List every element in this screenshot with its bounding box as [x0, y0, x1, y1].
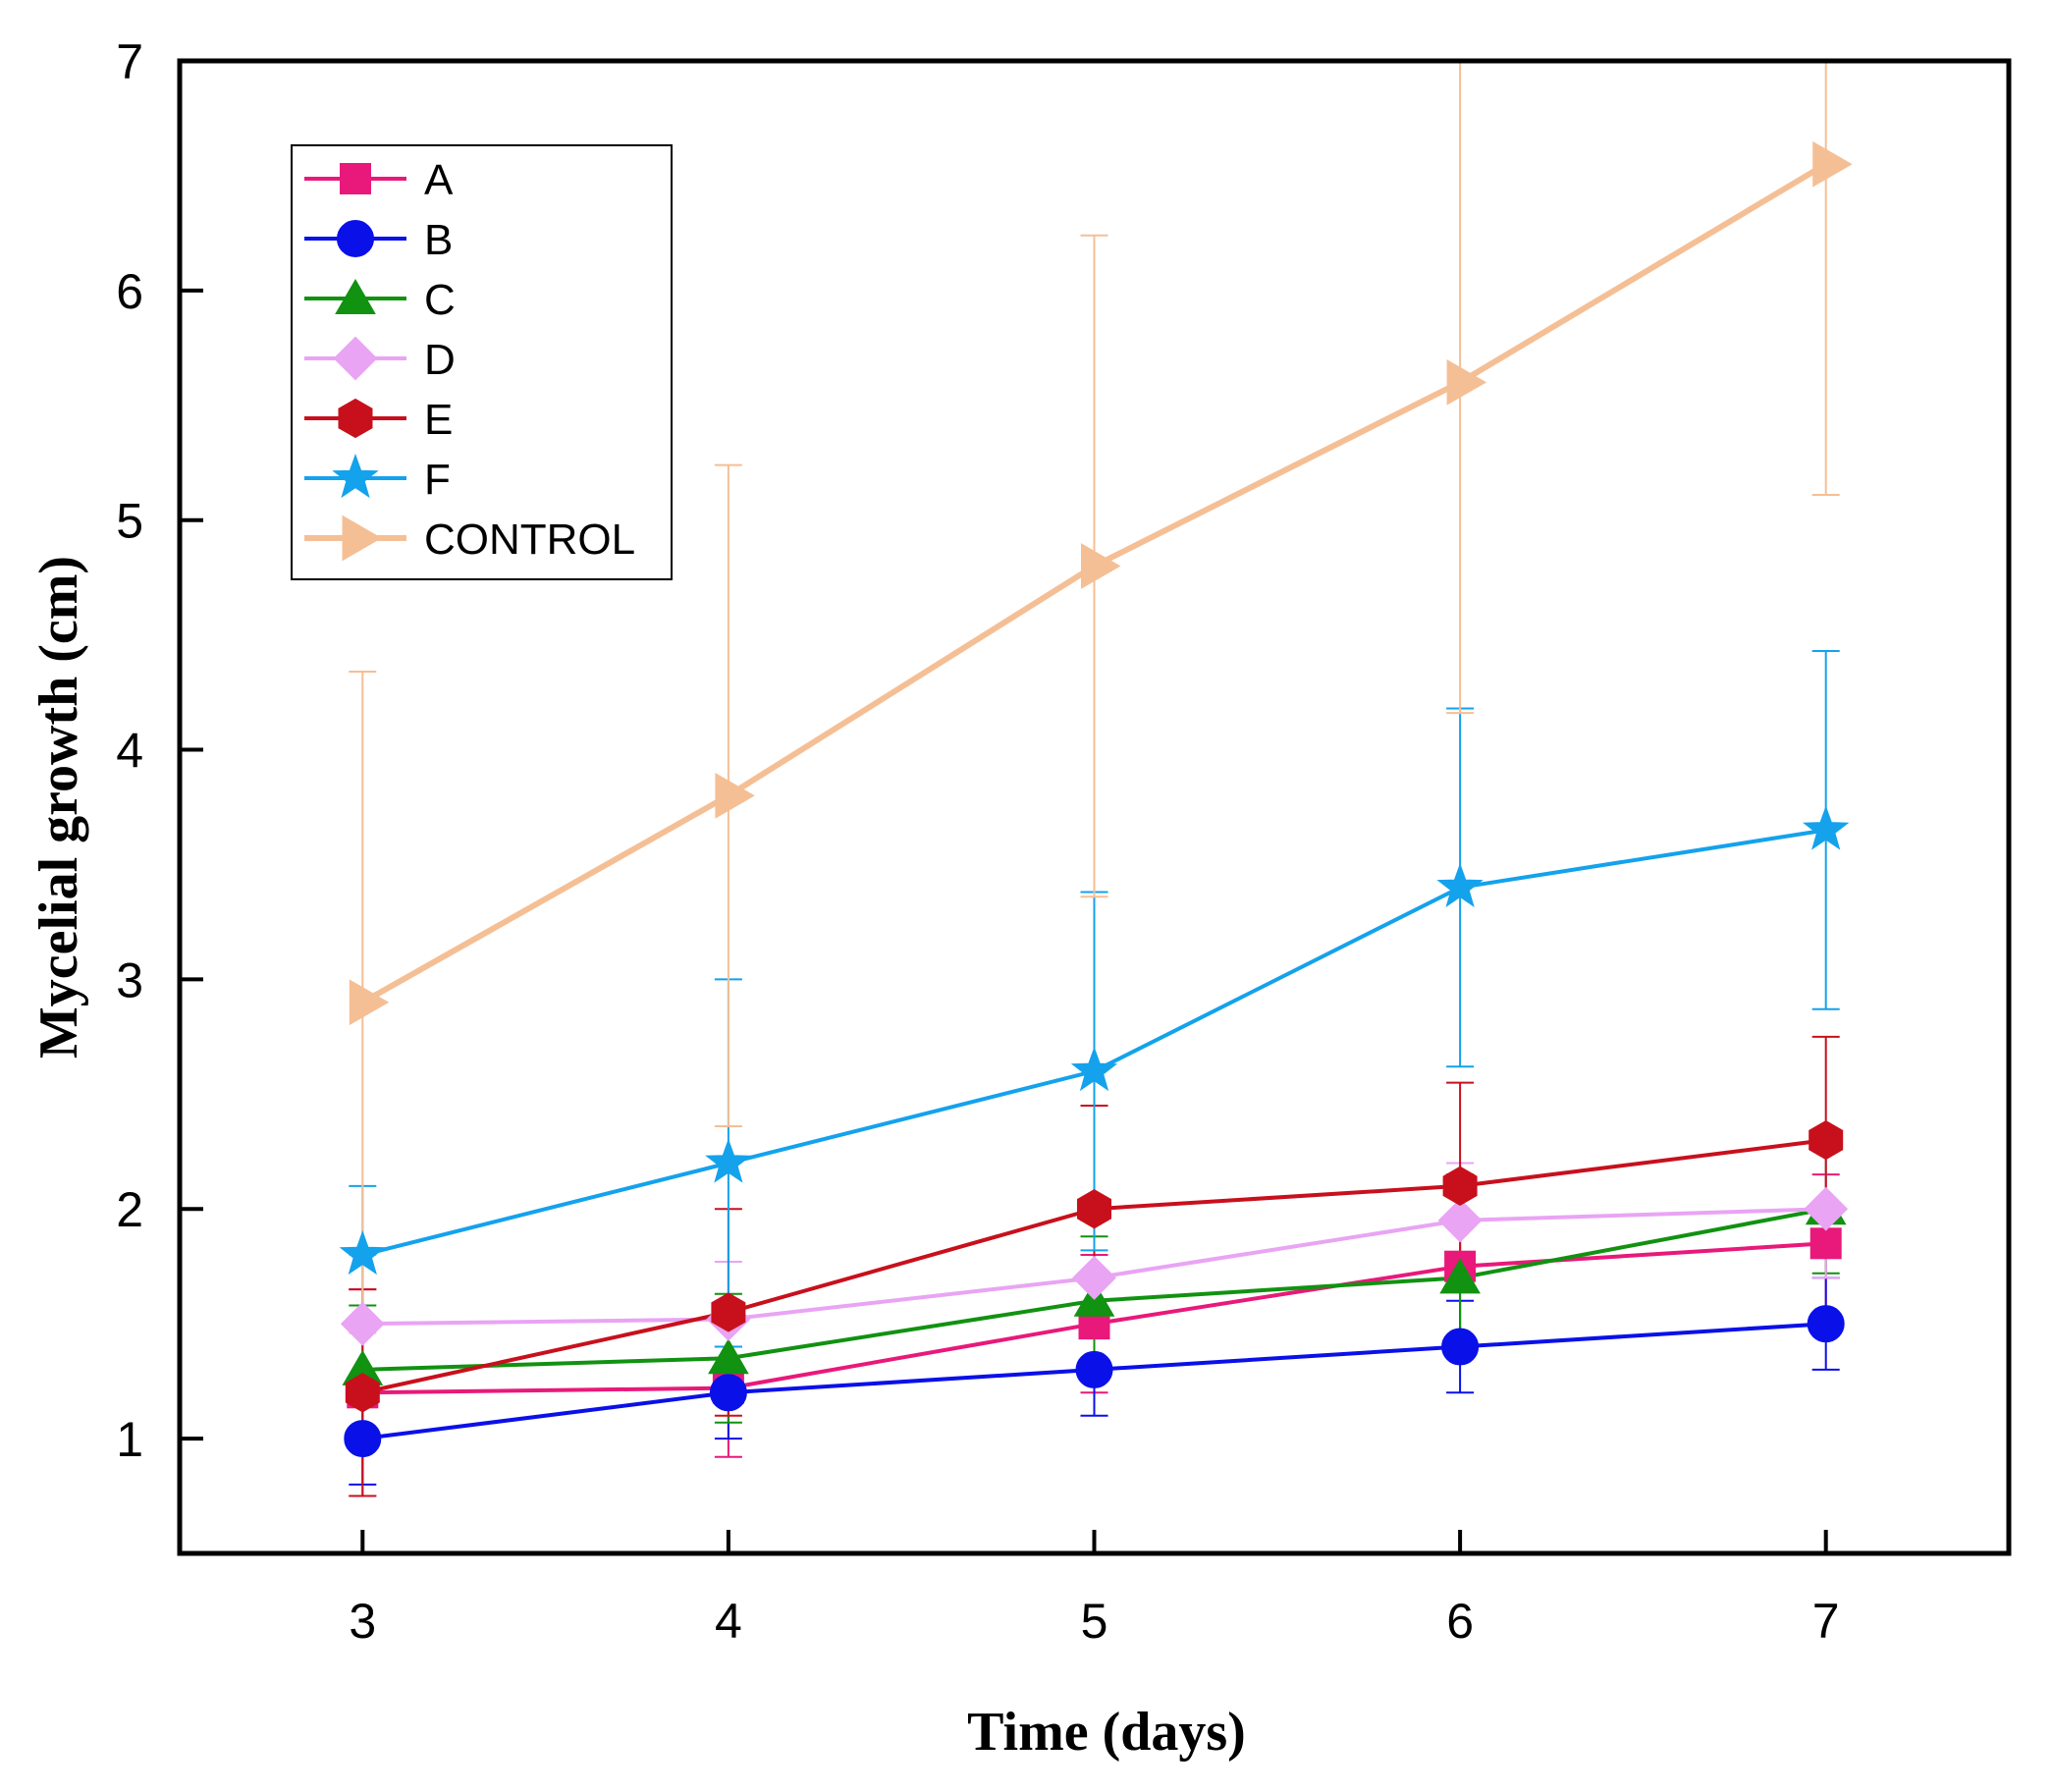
y-tick-label-6: 6 [116, 264, 143, 319]
legend-label-CONTROL: CONTROL [424, 516, 635, 564]
data-point-CONTROL-5 [1081, 543, 1121, 589]
data-point-D-6 [1437, 1198, 1483, 1243]
data-point-B-6 [1441, 1328, 1480, 1366]
legend-label-B: B [424, 216, 453, 264]
legend-label-F: F [424, 456, 451, 504]
legend-marker-E [338, 398, 373, 439]
x-tick-label-6: 6 [1446, 1594, 1474, 1649]
legend-marker-C [335, 279, 376, 314]
legend-label-D: D [424, 336, 456, 384]
legend-marker-D [333, 336, 378, 381]
data-point-F-5 [1070, 1046, 1118, 1092]
data-point-CONTROL-3 [349, 979, 390, 1026]
data-point-C-6 [1439, 1258, 1481, 1294]
x-axis-ticks: 3 4 5 6 7 [349, 1530, 1840, 1649]
data-point-E-5 [1077, 1189, 1111, 1229]
data-point-CONTROL-7 [1812, 140, 1853, 188]
series-markers-layer [339, 140, 1853, 1458]
data-point-CONTROL-6 [1446, 358, 1487, 406]
legend-marker-A [340, 163, 371, 194]
legend-item-B: B [304, 216, 453, 264]
data-point-F-6 [1436, 862, 1484, 907]
legend-label-C: C [424, 276, 456, 324]
data-point-B-7 [1807, 1305, 1845, 1343]
data-point-E-4 [711, 1292, 746, 1332]
data-point-D-7 [1804, 1186, 1849, 1231]
y-tick-label-3: 3 [116, 952, 143, 1007]
legend-item-E: E [304, 396, 453, 444]
y-tick-label-1: 1 [116, 1412, 143, 1467]
x-tick-label-5: 5 [1081, 1594, 1108, 1649]
y-tick-label-2: 2 [116, 1182, 143, 1237]
legend-item-A: A [304, 156, 454, 204]
data-point-E-6 [1442, 1166, 1478, 1206]
legend-marker-F [332, 454, 379, 499]
y-tick-label-4: 4 [116, 724, 143, 779]
error-bar-CONTROL-7 [1811, 61, 1840, 496]
legend-marker-B [337, 220, 374, 257]
data-point-CONTROL-4 [715, 772, 755, 819]
data-point-F-3 [339, 1230, 386, 1276]
data-point-F-7 [1803, 805, 1850, 850]
data-point-D-3 [340, 1301, 385, 1346]
y-axis-title: Mycelial growth (cm) [28, 556, 89, 1059]
x-tick-label-3: 3 [349, 1594, 376, 1649]
data-point-F-4 [705, 1138, 752, 1183]
legend-marker-CONTROL [342, 515, 382, 562]
x-tick-label-4: 4 [715, 1594, 742, 1649]
y-tick-label-7: 7 [116, 34, 143, 89]
x-tick-label-7: 7 [1812, 1594, 1840, 1649]
data-point-E-7 [1809, 1119, 1844, 1161]
data-point-B-5 [1075, 1350, 1113, 1388]
data-point-C-4 [708, 1338, 749, 1375]
legend-item-F: F [304, 454, 451, 504]
data-point-B-4 [709, 1374, 747, 1412]
legend-item-D: D [304, 336, 456, 384]
y-tick-label-5: 5 [116, 494, 143, 549]
data-point-D-5 [1072, 1255, 1116, 1300]
legend-label-E: E [424, 396, 453, 444]
x-axis-title: Time (days) [967, 1702, 1246, 1763]
data-point-A-7 [1809, 1227, 1842, 1260]
legend-item-CONTROL: CONTROL [304, 515, 635, 564]
legend-item-C: C [304, 276, 456, 324]
legend-label-A: A [424, 156, 454, 204]
y-axis-ticks: 1 2 3 4 5 6 7 [116, 34, 203, 1467]
data-point-E-3 [345, 1373, 380, 1413]
data-point-B-3 [344, 1420, 382, 1458]
